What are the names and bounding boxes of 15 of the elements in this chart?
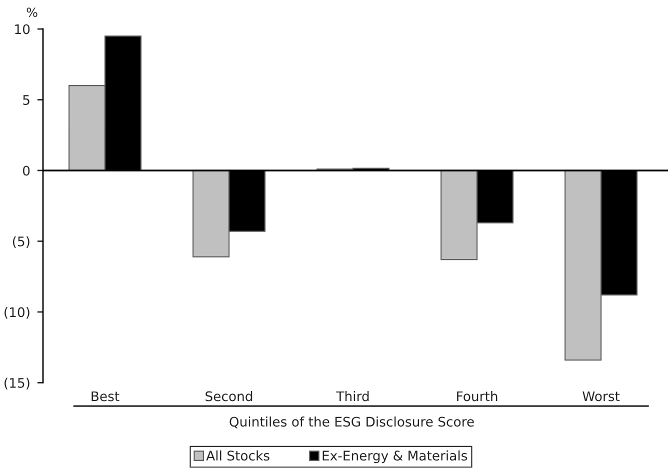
x-tick-label: Worst [582, 391, 620, 402]
x-tick-label: Fourth [457, 391, 498, 402]
x-axis-title: Quintiles of the ESG Disclosure Score [230, 416, 474, 428]
x-tick-label: Second [206, 391, 252, 402]
x-tick-label: Third [336, 391, 369, 402]
y-tick-label: 5 [23, 95, 30, 105]
y-tick-label: 10 [15, 24, 30, 34]
legend-label: All Stocks [206, 450, 270, 461]
y-tick-label: (10) [4, 306, 30, 319]
y-tick-label: 0 [22, 166, 30, 176]
legend-label: Ex-Energy & Materials [322, 450, 468, 464]
y-tick-label: (15) [4, 378, 30, 390]
y-axis-title: % [26, 8, 38, 18]
y-tick-label: (5) [12, 236, 30, 248]
x-tick-label: Best [92, 391, 120, 402]
